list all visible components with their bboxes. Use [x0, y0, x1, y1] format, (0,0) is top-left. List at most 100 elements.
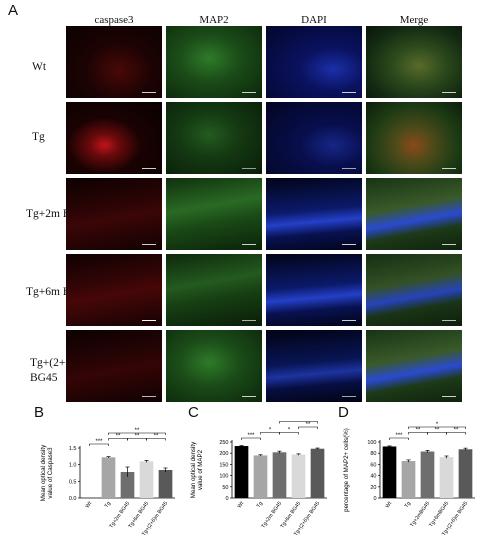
y-tick-label: 0.5 — [69, 479, 77, 485]
significance-bracket — [279, 432, 299, 435]
micrograph-tg-caspase3 — [66, 102, 162, 174]
significance-bracket — [108, 432, 166, 435]
y-tick-label: 60 — [370, 462, 376, 468]
x-tick-label: Wt — [237, 500, 246, 509]
micrograph-tg-6m-merge — [366, 254, 462, 326]
x-tick-label: Tg — [104, 501, 112, 509]
significance-stars: ** — [296, 420, 301, 423]
significance-bracket — [279, 421, 318, 424]
y-tick-label: 0 — [373, 496, 376, 502]
bar — [439, 457, 454, 498]
micrograph-wt-dapi — [266, 26, 362, 98]
column-header-caspase3: caspase3 — [94, 14, 134, 26]
significance-stars: ** — [454, 428, 459, 434]
y-tick-label: 100 — [367, 440, 376, 446]
chart-d-map2-cells: percentage of MAP2+ cells(%) 0 20 40 60 80 100… — [343, 422, 475, 537]
micrograph-tg-merge — [366, 102, 462, 174]
bar — [234, 446, 249, 498]
micrograph-tg-2-6m-caspase3 — [66, 330, 162, 402]
y-tick-label: 0.0 — [69, 496, 77, 502]
chart-c-map2: Mean optical densityvalue of MAP2 0 50 100 1… — [190, 420, 327, 537]
micrograph-tg-2m-merge — [366, 178, 462, 250]
y-axis-label: Mean optical densityvalue of MAP2 — [190, 441, 204, 498]
bar — [101, 457, 116, 498]
significance-bracket — [446, 432, 466, 435]
y-tick-label: 250 — [219, 440, 228, 446]
micrograph-wt-merge — [366, 26, 462, 98]
y-tick-label: 150 — [219, 462, 228, 468]
significance-stars: * — [269, 428, 272, 434]
micrograph-tg-2m-map2 — [166, 178, 262, 250]
column-header-map2: MAP2 — [199, 14, 229, 26]
bar — [120, 472, 135, 498]
y-axis-label-line: value of MAP2 — [197, 449, 204, 490]
bar — [382, 446, 397, 498]
micrograph-tg-2m-dapi — [266, 178, 362, 250]
y-tick-label: 1.0 — [69, 463, 77, 469]
micrograph-tg-6m-dapi — [266, 254, 362, 326]
y-axis-label-line: Mean optical density — [190, 441, 197, 498]
bar — [420, 451, 435, 498]
significance-bracket — [89, 443, 109, 446]
bar — [272, 452, 287, 498]
y-tick-label: 40 — [370, 474, 376, 480]
micrograph-tg-6m-caspase3 — [66, 254, 162, 326]
panel-letter-b: B — [34, 404, 45, 421]
significance-stars: * — [436, 422, 439, 428]
row-label-tg: Tg — [32, 131, 45, 143]
micrograph-wt-caspase3 — [66, 26, 162, 98]
column-header-dapi: DAPI — [301, 14, 327, 26]
bar — [291, 454, 306, 498]
y-tick-label: 1.5 — [69, 446, 77, 452]
y-tick-label: 200 — [219, 451, 228, 457]
micrograph-tg-6m-map2 — [166, 254, 262, 326]
significance-stars: ** — [154, 434, 159, 440]
significance-stars: * — [288, 428, 291, 434]
chart-b-caspase3: Mean optical densityvalue of Caspase3 0.0… — [40, 428, 175, 537]
micrograph-tg-dapi — [266, 102, 362, 174]
bar — [253, 455, 268, 498]
bar — [158, 470, 173, 498]
y-axis-label-line: value of Caspase3 — [47, 447, 54, 499]
significance-bracket — [389, 437, 409, 440]
y-tick-label: 0 — [225, 496, 228, 502]
significance-stars: ** — [416, 428, 421, 434]
significance-bracket — [298, 426, 318, 429]
panel-letter-c: C — [188, 404, 199, 421]
significance-stars: *** — [95, 439, 103, 445]
y-axis-label: Mean optical densityvalue of Caspase3 — [40, 444, 54, 501]
bar — [401, 461, 416, 498]
bar — [458, 449, 473, 498]
y-axis-label-line: Mean optical density — [40, 444, 47, 501]
y-tick-label: 20 — [370, 485, 376, 491]
y-axis-label: percentage of MAP2+ cells(%) — [343, 428, 350, 512]
bar — [139, 461, 154, 498]
micrograph-tg-2-6m-dapi — [266, 330, 362, 402]
x-tick-label: Tg — [256, 501, 264, 509]
x-tick-label: Wt — [385, 500, 394, 509]
bar — [310, 448, 325, 498]
significance-stars: *** — [247, 433, 255, 439]
micrograph-tg-2-6m-map2 — [166, 330, 262, 402]
micrograph-wt-map2 — [166, 26, 262, 98]
significance-stars: *** — [395, 433, 403, 439]
micrograph-tg-map2 — [166, 102, 262, 174]
panel-letter-a: A — [8, 2, 19, 19]
significance-stars: ** — [135, 434, 140, 440]
significance-stars: ** — [435, 428, 440, 434]
significance-stars: ** — [306, 422, 311, 428]
micrograph-tg-2-6m-merge — [366, 330, 462, 402]
x-tick-label: Wt — [85, 500, 94, 509]
y-tick-label: 80 — [370, 451, 376, 457]
significance-bracket — [241, 437, 261, 440]
micrograph-tg-2m-caspase3 — [66, 178, 162, 250]
y-tick-label: 50 — [222, 485, 228, 491]
x-tick-label: Tg — [404, 501, 412, 509]
y-tick-label: 100 — [219, 474, 228, 480]
column-header-merge: Merge — [399, 14, 429, 26]
significance-stars: ** — [135, 428, 140, 434]
significance-stars: ** — [116, 434, 121, 440]
y-axis-label-line: percentage of MAP2+ cells(%) — [343, 428, 350, 512]
significance-bracket — [408, 426, 466, 429]
row-label-wt: Wt — [32, 61, 47, 73]
